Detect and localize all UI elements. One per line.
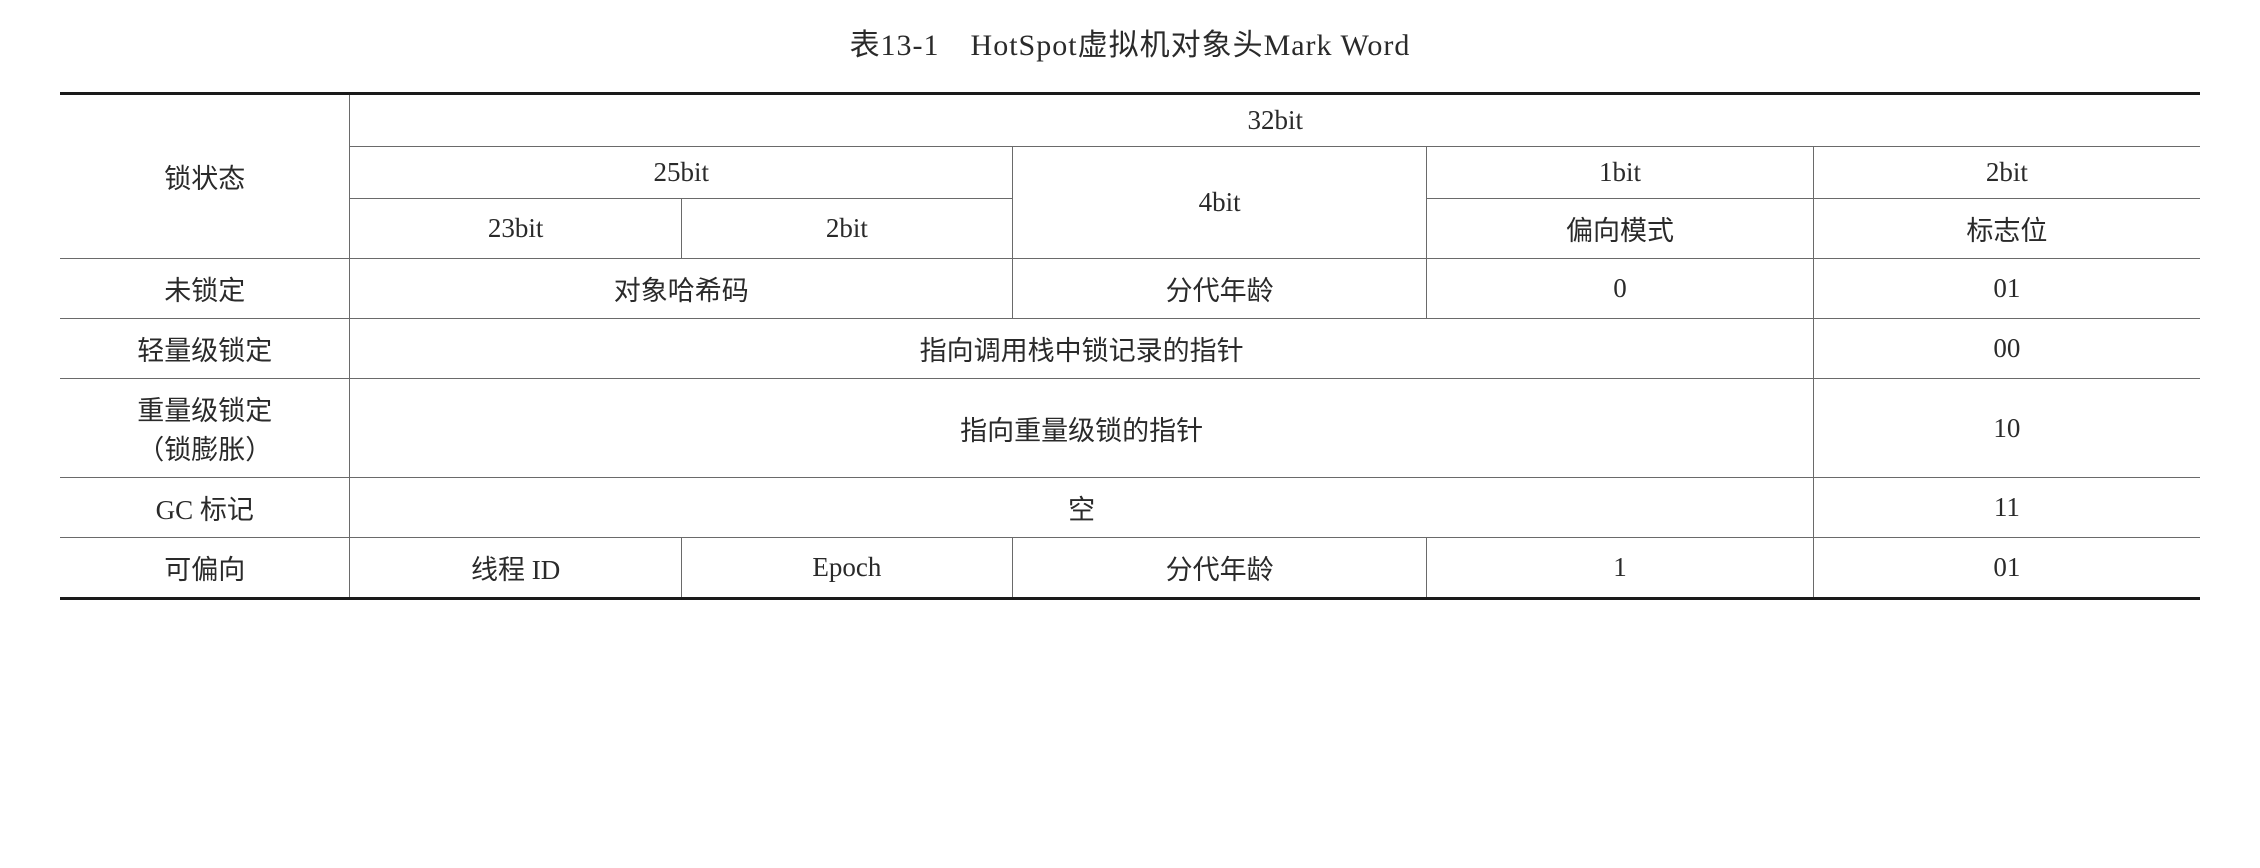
row-gc-state: GC 标记 (60, 478, 350, 538)
header-2bit: 2bit (1813, 147, 2200, 199)
row-biasable-flag: 01 (1813, 538, 2200, 599)
header-1bit: 1bit (1427, 147, 1814, 199)
mark-word-table: 锁状态 32bit 25bit 4bit 1bit 2bit 23bit 2bi… (60, 92, 2200, 600)
row-lightweight-ptr: 指向调用栈中锁记录的指针 (350, 319, 1813, 379)
row-gc-empty: 空 (350, 478, 1813, 538)
row-heavyweight-flag: 10 (1813, 379, 2200, 478)
row-lightweight-state: 轻量级锁定 (60, 319, 350, 379)
row-heavyweight-state-line1: 重量级锁定 (137, 396, 272, 426)
row-unlocked-flag: 01 (1813, 259, 2200, 319)
row-heavyweight-ptr: 指向重量级锁的指针 (350, 379, 1813, 478)
header-23bit: 23bit (350, 199, 681, 259)
header-32bit: 32bit (350, 94, 2200, 147)
header-4bit: 4bit (1013, 147, 1427, 259)
row-unlocked-state: 未锁定 (60, 259, 350, 319)
row-biasable-age: 分代年龄 (1013, 538, 1427, 599)
row-unlocked-bias: 0 (1427, 259, 1814, 319)
row-biasable-state: 可偏向 (60, 538, 350, 599)
header-flag-bits: 标志位 (1813, 199, 2200, 259)
table-caption: 表13-1 HotSpot虚拟机对象头Mark Word (60, 20, 2200, 64)
header-lock-state: 锁状态 (60, 94, 350, 259)
row-unlocked-age: 分代年龄 (1013, 259, 1427, 319)
row-biasable-threadid: 线程 ID (350, 538, 681, 599)
header-25bit: 25bit (350, 147, 1013, 199)
row-gc-flag: 11 (1813, 478, 2200, 538)
row-biasable-bias: 1 (1427, 538, 1814, 599)
row-heavyweight-state: 重量级锁定 （锁膨胀） (60, 379, 350, 478)
row-unlocked-hash: 对象哈希码 (350, 259, 1013, 319)
header-bias-mode: 偏向模式 (1427, 199, 1814, 259)
row-heavyweight-state-line2: （锁膨胀） (137, 435, 272, 465)
row-biasable-epoch: Epoch (681, 538, 1012, 599)
row-lightweight-flag: 00 (1813, 319, 2200, 379)
header-sub-2bit: 2bit (681, 199, 1012, 259)
